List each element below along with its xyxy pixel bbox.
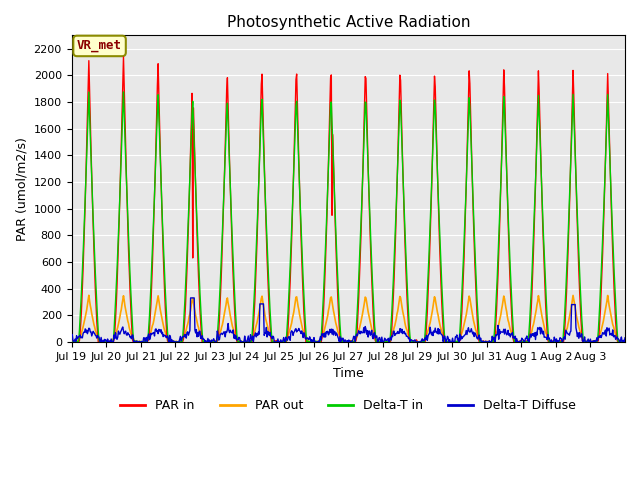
X-axis label: Time: Time (333, 367, 364, 380)
Title: Photosynthetic Active Radiation: Photosynthetic Active Radiation (227, 15, 470, 30)
Text: VR_met: VR_met (77, 39, 122, 52)
Legend: PAR in, PAR out, Delta-T in, Delta-T Diffuse: PAR in, PAR out, Delta-T in, Delta-T Dif… (115, 394, 581, 417)
Y-axis label: PAR (umol/m2/s): PAR (umol/m2/s) (15, 137, 28, 240)
